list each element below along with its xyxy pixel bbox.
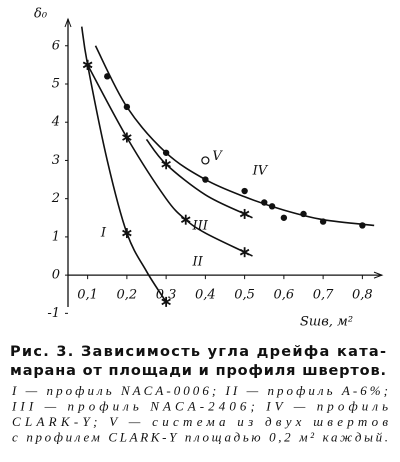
star-marker bbox=[122, 132, 132, 143]
dot-marker bbox=[241, 187, 248, 195]
curve-label: IV bbox=[252, 163, 269, 178]
dot-marker bbox=[319, 218, 327, 225]
y-tick-label: 5 bbox=[52, 76, 60, 91]
curve-label: I bbox=[100, 226, 107, 241]
caption-line: I — профиль NACA-0006; II — профиль А-6%… bbox=[11, 383, 388, 398]
dot-marker bbox=[268, 203, 276, 210]
star-stroke bbox=[239, 210, 250, 218]
x-tick-label: 0,6 bbox=[274, 288, 295, 303]
curve bbox=[145, 138, 253, 219]
star-marker bbox=[239, 247, 250, 258]
dot-marker bbox=[162, 149, 170, 156]
curve bbox=[94, 45, 375, 227]
star-stroke bbox=[161, 298, 171, 306]
star-marker bbox=[161, 296, 171, 307]
star-marker bbox=[239, 208, 250, 219]
star-marker bbox=[161, 159, 171, 170]
y-tick-label: 4 bbox=[51, 115, 60, 130]
x-tick-label: 0,4 bbox=[195, 288, 216, 303]
star-stroke bbox=[122, 134, 132, 141]
dot-marker bbox=[280, 214, 288, 221]
star-marker bbox=[82, 59, 93, 70]
curve bbox=[80, 26, 167, 303]
caption-line: III — профиль NACA-2406; IV — профиль bbox=[11, 398, 388, 413]
y-tick-label: 3 bbox=[52, 153, 60, 168]
star-stroke bbox=[122, 229, 132, 237]
y-tick-label: 1 bbox=[52, 229, 60, 244]
curve-label: III bbox=[191, 218, 208, 233]
y-tick-label: 2 bbox=[51, 191, 60, 206]
x-tick-label: 0,3 bbox=[156, 288, 177, 303]
open-point bbox=[201, 156, 210, 165]
y-tick-label: 6 bbox=[52, 38, 60, 53]
dot-marker bbox=[261, 199, 268, 206]
dot-marker bbox=[359, 222, 366, 229]
dot-marker bbox=[300, 210, 307, 218]
x-axis-arrow bbox=[373, 271, 384, 279]
y-tick-label: -1 bbox=[47, 306, 60, 321]
dot-marker bbox=[202, 176, 209, 183]
star-stroke bbox=[161, 160, 171, 168]
dot-marker bbox=[123, 103, 131, 111]
x-tick-label: 0,8 bbox=[352, 288, 373, 303]
caption-line: Рис. 3. Зависимость угла дрейфа ката- bbox=[10, 344, 386, 360]
star-stroke bbox=[82, 61, 93, 69]
y-tick-label: 0 bbox=[52, 268, 60, 283]
caption-line: CLARK-Y; V — система из двух швертов bbox=[12, 414, 388, 429]
star-marker bbox=[122, 228, 132, 239]
curve bbox=[86, 64, 253, 257]
x-axis-label: Sшв, м² bbox=[300, 315, 353, 330]
dot-marker bbox=[104, 73, 111, 80]
x-tick-label: 0,1 bbox=[77, 288, 98, 303]
curve-label: II bbox=[191, 255, 203, 270]
star-stroke bbox=[239, 248, 250, 256]
y-axis-arrow bbox=[64, 17, 72, 28]
x-tick-label: 0,5 bbox=[234, 288, 255, 303]
caption-line: марана от площади и профиля швертов. bbox=[10, 363, 386, 379]
x-tick-label: 0,7 bbox=[313, 288, 334, 303]
point-label: V bbox=[212, 149, 223, 164]
x-tick-label: 0,2 bbox=[117, 288, 138, 303]
star-stroke bbox=[180, 216, 191, 223]
caption-line: с профилем CLARK-Y площадью 0,2 м² кажды… bbox=[12, 429, 388, 444]
y-axis-label: δ₀ bbox=[34, 7, 48, 22]
star-marker bbox=[180, 214, 191, 225]
